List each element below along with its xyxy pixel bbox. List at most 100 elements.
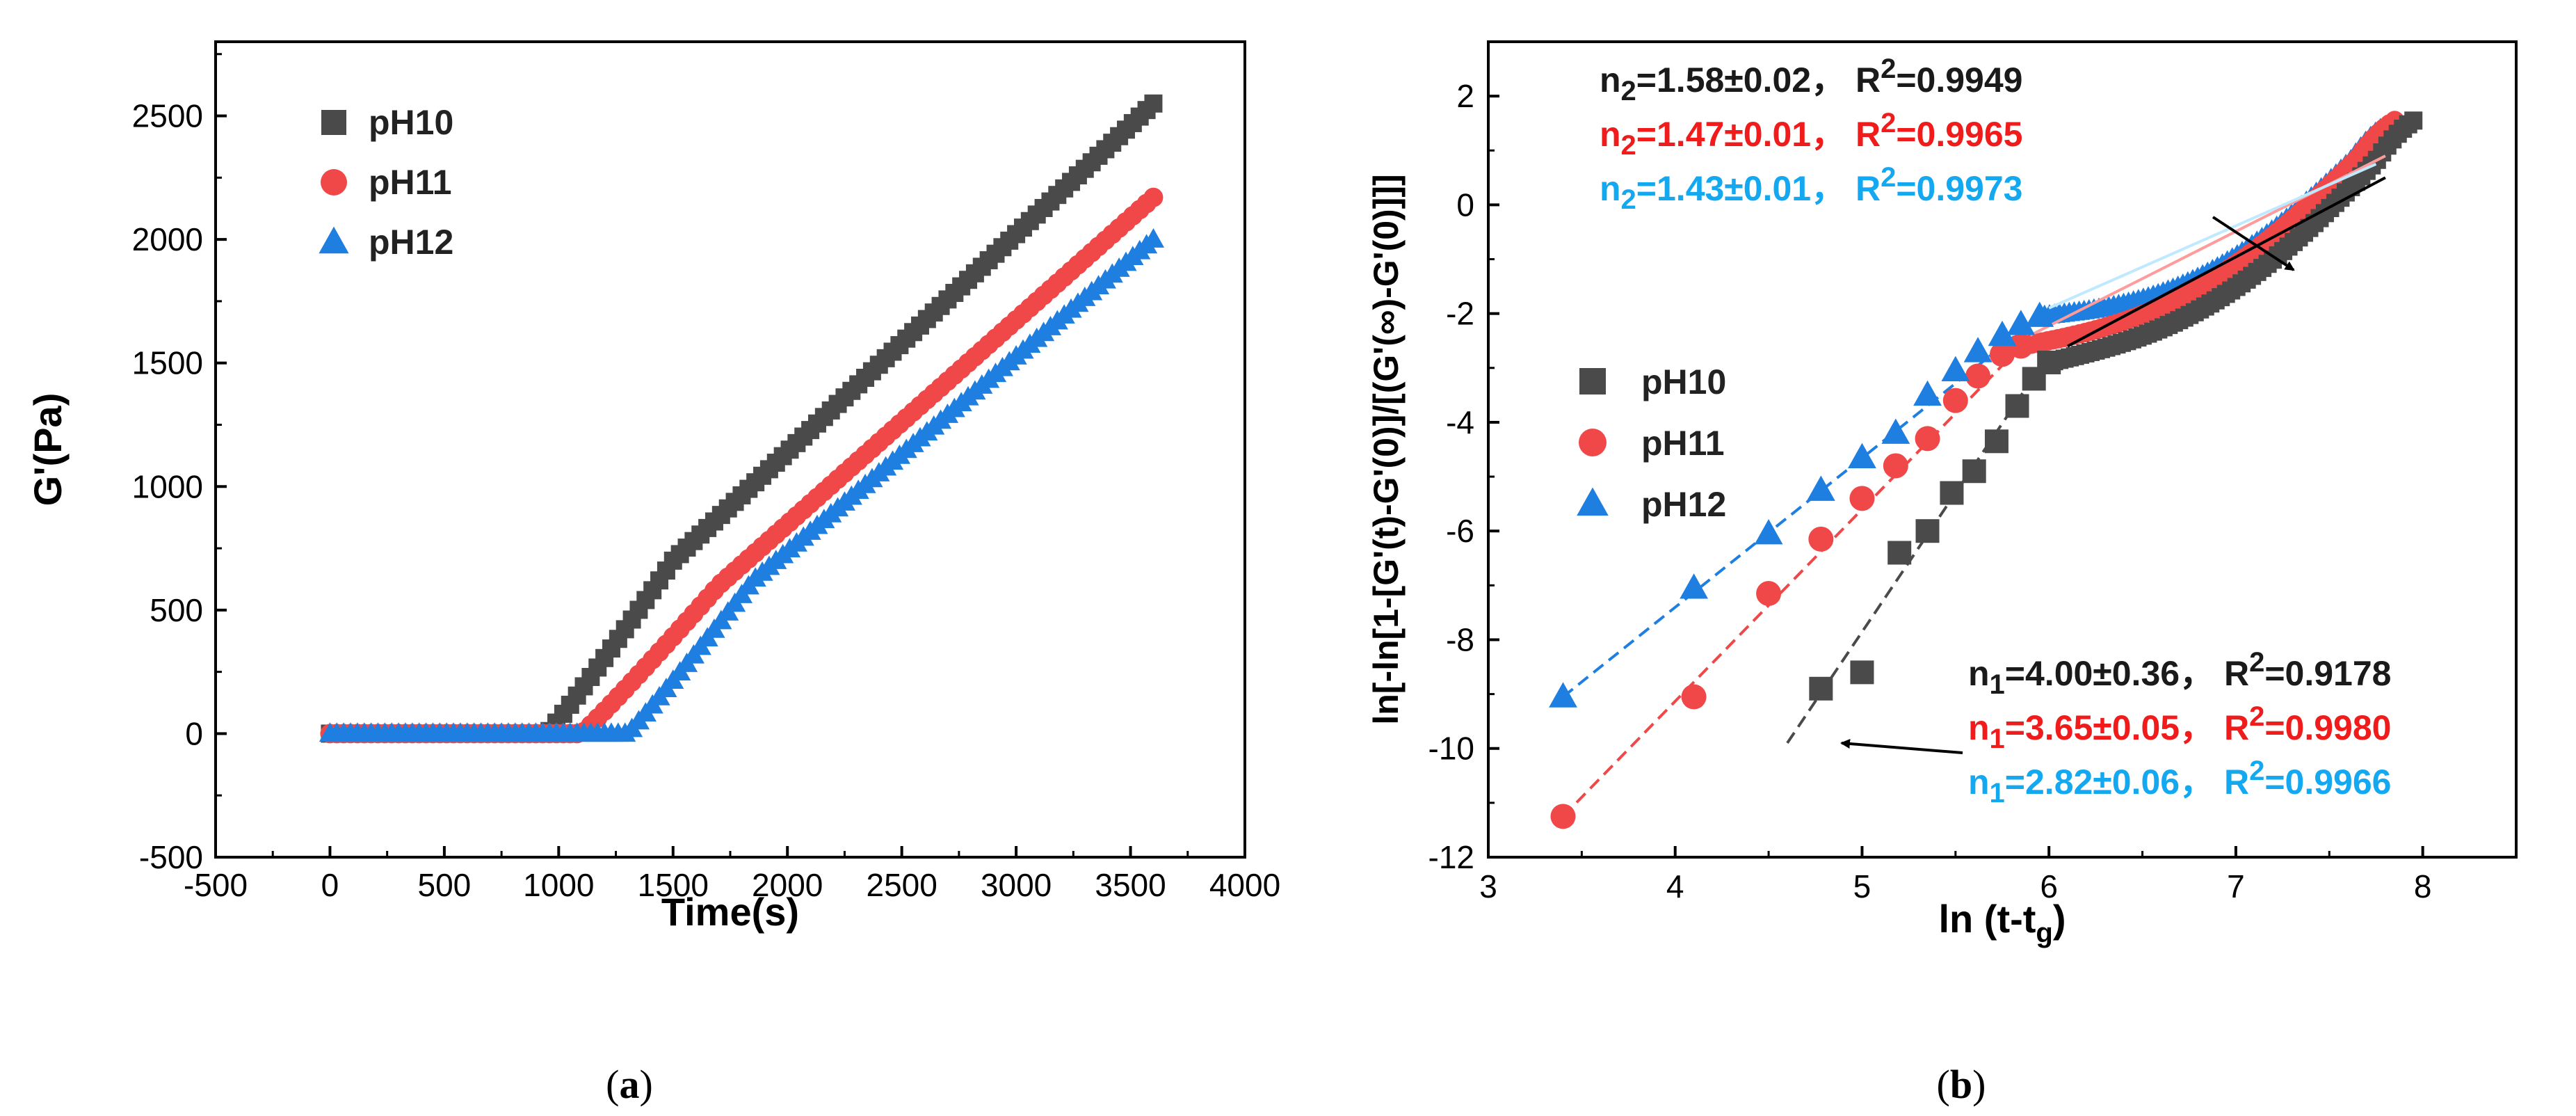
legend-label-pH12: pH12 <box>1641 485 1726 524</box>
legend-marker-pH10 <box>1579 368 1606 394</box>
data-point <box>1849 486 1875 511</box>
annot-tail: =0.9949 <box>1896 61 2022 99</box>
x-tick-label-a: 4000 <box>1209 867 1280 903</box>
data-point <box>1940 481 1964 505</box>
y-tick-label-b: -2 <box>1446 296 1474 332</box>
annot-tail: =0.9178 <box>2264 654 2391 693</box>
data-point <box>1990 342 2015 367</box>
annot-mid: =2.82±0.06， R <box>2005 763 2249 802</box>
annot-main: n <box>1968 708 1990 747</box>
x-axis-title-b: ln (t-tg) <box>1938 897 2066 948</box>
annotation-n2-2: n2=1.43±0.01， R2=0.9973 <box>1600 162 2022 215</box>
x-tick-label-a: 2000 <box>752 867 823 903</box>
data-point <box>1549 682 1577 708</box>
data-point <box>2404 111 2423 130</box>
data-point <box>2005 394 2029 418</box>
data-point <box>1988 320 2017 346</box>
annot-tail: =0.9973 <box>1896 169 2022 208</box>
series-a-pH12 <box>319 228 1165 742</box>
data-point <box>1942 388 1968 413</box>
annot-sub: 2 <box>1621 184 1636 215</box>
y-tick-label-b: 0 <box>1456 186 1474 223</box>
y-tick-label-b: -4 <box>1446 404 1474 440</box>
legend-label-pH11: pH11 <box>1641 424 1725 463</box>
annot-sup: 2 <box>2249 756 2264 786</box>
y-tick-label-a: 1500 <box>132 345 203 381</box>
data-point <box>1550 804 1576 829</box>
legend-label-pH10: pH10 <box>1641 362 1726 401</box>
y-tick-label-a: 2000 <box>132 221 203 257</box>
x-axis-title-close: ) <box>2053 897 2066 941</box>
x-tick-label-a: 0 <box>321 867 339 903</box>
annot-sup: 2 <box>1881 54 1896 84</box>
caption-b-part: ( <box>1937 1062 1950 1107</box>
annot-sup: 2 <box>1881 162 1896 193</box>
y-axis-title-b: ln[-ln[1-[G'(t)-G'(0)]/[(G'(∞)-G'(0)]]] <box>1367 174 1406 724</box>
annot-main: n <box>1600 61 1621 99</box>
annot-main: n <box>1600 169 1621 208</box>
annot-sub: 2 <box>1621 76 1636 106</box>
y-tick-label-a: 0 <box>185 715 203 751</box>
caption-a-part: a <box>620 1062 640 1107</box>
annotation-n2-0: n2=1.58±0.02， R2=0.9949 <box>1600 54 2022 106</box>
x-tick-label-a: 1000 <box>523 867 594 903</box>
annotation-n1-2: n1=2.82±0.06， R2=0.9966 <box>1968 756 2391 808</box>
data-point <box>1913 380 1942 406</box>
plot-frame-b <box>1487 40 2518 859</box>
legend-label-pH12: pH12 <box>369 223 453 262</box>
data-point <box>1756 581 1782 607</box>
data-point <box>1915 519 1940 543</box>
series-a-pH11 <box>320 187 1164 744</box>
annot-mid: =1.58±0.02， R <box>1636 61 1881 99</box>
x-tick-label-a: 1500 <box>638 867 709 903</box>
data-point <box>1143 187 1164 207</box>
chart-b: 3 4 5 6 7 8 -12 -10 -8 -6 -4 -2 0 2 ln (t-tg) ln[-ln[1-… <box>1367 40 2518 1107</box>
x-tick-label-a: 3000 <box>981 867 1052 903</box>
caption-b-part: b <box>1950 1062 1972 1107</box>
y-tick-label-a: 2500 <box>132 98 203 134</box>
data-point <box>1963 337 1993 362</box>
legend-a: pH10 pH11 pH12 <box>319 103 453 262</box>
data-point <box>1680 573 1708 599</box>
annot-mid: =3.65±0.05， R <box>2005 708 2249 747</box>
annot-sub: 1 <box>1990 778 2005 808</box>
data-point <box>1142 228 1165 248</box>
annot-tail: =0.9966 <box>2264 763 2391 802</box>
legend-marker-pH11 <box>321 169 347 196</box>
annot-sub: 2 <box>1621 130 1636 161</box>
y-tick-label-b: -8 <box>1446 621 1474 657</box>
caption-b: (b) <box>1937 1062 1986 1107</box>
annot-tail: =0.9980 <box>2264 708 2391 747</box>
y-tick-label-b: -12 <box>1428 839 1474 875</box>
caption-a-part: ) <box>640 1062 653 1107</box>
fit-line-stage1-pH11 <box>1562 345 2022 818</box>
data-point <box>2025 301 2054 327</box>
data-point <box>1850 660 1874 685</box>
data-point <box>2037 350 2061 374</box>
y-tick-label-b: -6 <box>1446 513 1474 549</box>
data-point <box>1941 356 1970 382</box>
data-point <box>1915 426 1940 452</box>
y-tick-label-a: 500 <box>150 592 203 628</box>
series-b-pH10 <box>1809 350 2061 701</box>
x-tick-label-a: 500 <box>418 867 472 903</box>
caption-a-part: ( <box>606 1062 619 1107</box>
series-b-pH11 <box>1550 333 2034 829</box>
x-tick-label-a: 2500 <box>866 867 937 903</box>
y-tick-label-a: -500 <box>139 839 203 875</box>
arrow-n2 <box>2212 216 2295 271</box>
data-point <box>1883 453 1908 479</box>
chart-a: -500 0 500 1000 1500 2000 2500 3000 3500 4000 -500… <box>26 40 1280 1107</box>
y-axis-title-a: G'(Pa) <box>26 393 70 507</box>
annot-sup: 2 <box>1881 108 1896 138</box>
legend-b: pH10 pH11 pH12 <box>1577 362 1726 524</box>
legend-marker-pH12 <box>1577 487 1609 516</box>
x-axis-title-main: ln (t-t <box>1938 897 2036 941</box>
data-point <box>1681 684 1707 710</box>
x-tick-label-a: -500 <box>184 867 248 903</box>
data-point <box>1809 676 1833 701</box>
annot-mid: =1.47±0.01， R <box>1636 115 1881 154</box>
data-point <box>1806 475 1835 501</box>
series-b-pH12 <box>1549 301 2054 708</box>
data-point <box>1754 519 1783 545</box>
